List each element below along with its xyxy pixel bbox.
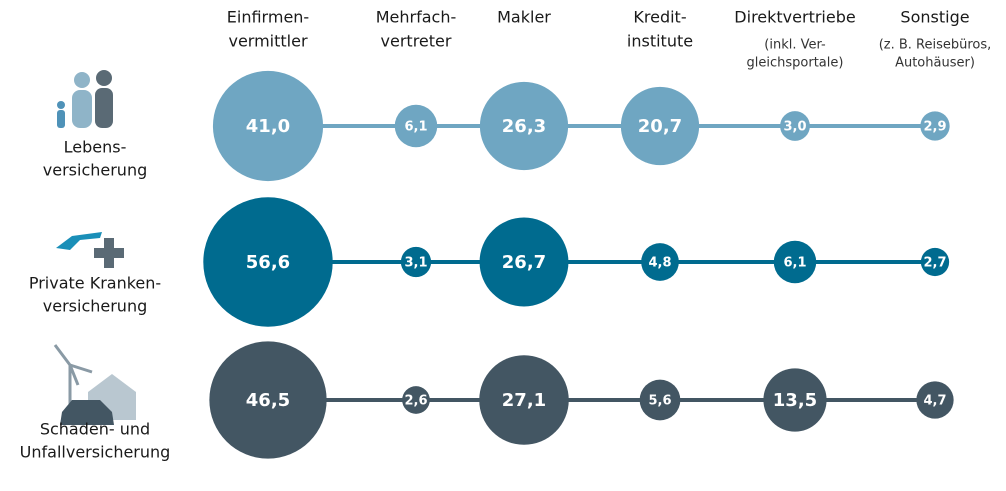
column-note: Autohäuser): [895, 56, 975, 71]
column-header: Makler: [497, 8, 551, 27]
value-label: 5,6: [648, 394, 671, 409]
column-header: Direktvertriebe: [734, 8, 855, 27]
series-label: Unfallversicherung: [20, 443, 171, 462]
column-note: gleichsportale): [747, 56, 844, 71]
column-header: Mehrfach-: [376, 8, 457, 27]
value-label: 2,7: [923, 256, 946, 271]
icon-house-car: [55, 345, 136, 425]
value-label: 3,0: [783, 120, 806, 135]
value-label: 4,7: [923, 394, 946, 409]
value-label: 6,1: [783, 256, 806, 271]
value-label: 3,1: [404, 256, 427, 271]
series-label: Schaden- und: [40, 420, 150, 439]
icon-family: [57, 70, 113, 128]
series-label: Lebens-: [64, 138, 127, 157]
series-label: Private Kranken-: [29, 274, 161, 293]
icon-hand-plus: [56, 232, 124, 268]
value-label: 2,9: [923, 120, 946, 135]
value-label: 41,0: [246, 116, 290, 137]
value-label: 6,1: [404, 120, 427, 135]
value-label: 46,5: [246, 390, 290, 411]
value-label: 2,6: [404, 394, 427, 409]
column-header: Einfirmen-: [227, 8, 309, 27]
column-header: vermittler: [228, 32, 307, 51]
value-label: 4,8: [648, 256, 671, 271]
column-header: vertreter: [381, 32, 452, 51]
value-label: 56,6: [246, 252, 290, 273]
column-header: Kredit-: [633, 8, 686, 27]
value-label: 26,7: [502, 252, 546, 273]
chart: Einfirmen-vermittler Mehrfach-vertreter Ma…: [0, 0, 1006, 491]
value-label: 27,1: [502, 390, 546, 411]
value-label: 26,3: [502, 116, 546, 137]
series-label: versicherung: [43, 297, 147, 316]
column-header: institute: [627, 32, 693, 51]
column-note: (inkl. Ver-: [764, 38, 826, 53]
series-label: versicherung: [43, 161, 147, 180]
value-label: 20,7: [638, 116, 682, 137]
value-label: 13,5: [773, 390, 817, 411]
column-note: (z. B. Reisebüros,: [879, 38, 992, 53]
column-header: Sonstige: [900, 8, 969, 27]
